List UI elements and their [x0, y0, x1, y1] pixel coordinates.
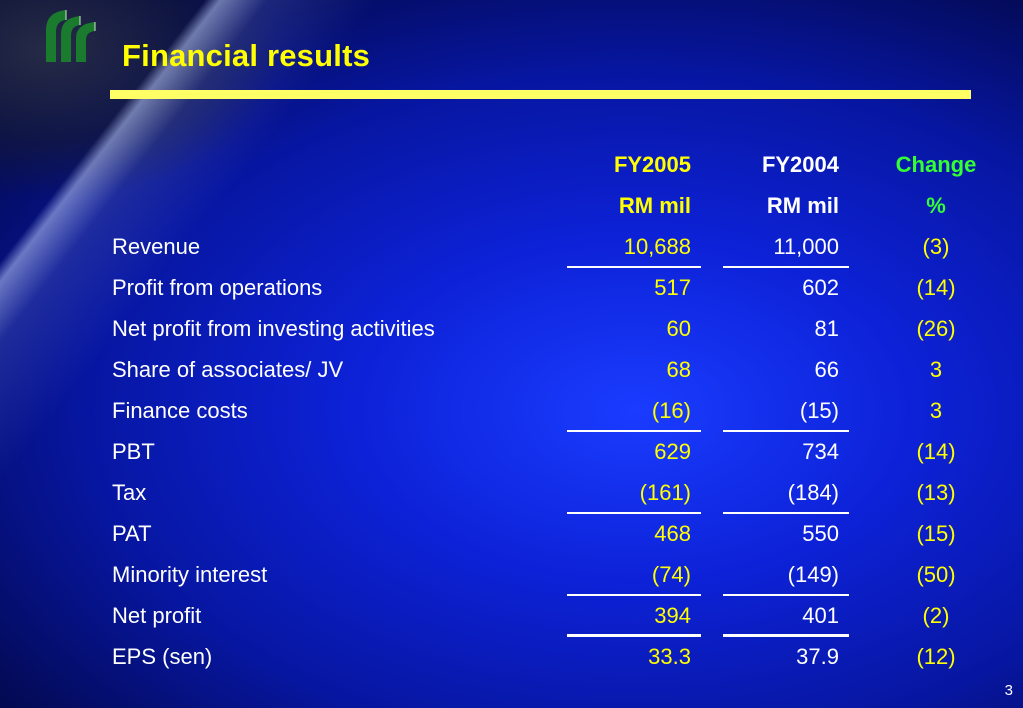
table-unit-row: RM mil RM mil % — [0, 186, 1023, 226]
table-row-net-profit-investing: Net profit from investing activities 60 … — [0, 309, 1023, 349]
value-fy2005: 33.3 — [648, 644, 691, 669]
row-label: Profit from operations — [112, 275, 323, 300]
unit-fy2005: RM mil — [618, 193, 691, 218]
table-row-share-of-associates: Share of associates/ JV 68 66 3 — [0, 350, 1023, 390]
value-change: (3) — [922, 234, 950, 259]
row-label: Revenue — [112, 234, 201, 259]
header-fy2005: FY2005 — [613, 152, 691, 177]
value-fy2004: 401 — [802, 603, 839, 628]
value-fy2005: (161) — [639, 480, 691, 505]
underline-fy2004 — [723, 266, 849, 268]
value-change: (12) — [916, 644, 956, 669]
row-label: Finance costs — [112, 398, 248, 423]
value-fy2004: (15) — [799, 398, 839, 423]
underline-fy2005 — [567, 512, 701, 514]
value-fy2004: 66 — [814, 357, 839, 382]
value-fy2004: (184) — [787, 480, 839, 505]
value-fy2004: 37.9 — [796, 644, 839, 669]
underline-fy2005 — [567, 430, 701, 432]
value-fy2005: 517 — [654, 275, 691, 300]
value-fy2005: 468 — [654, 521, 691, 546]
double-underline-fy2004 — [723, 634, 849, 637]
row-label: Net profit from investing activities — [112, 316, 435, 341]
table-row-revenue: Revenue 10,688 11,000 (3) — [0, 227, 1023, 267]
row-label: Share of associates/ JV — [112, 357, 344, 382]
value-fy2005: (16) — [651, 398, 691, 423]
value-change: 3 — [929, 398, 943, 423]
title-underline — [110, 90, 971, 99]
table-row-finance-costs: Finance costs (16) (15) 3 — [0, 391, 1023, 431]
value-change: (50) — [916, 562, 956, 587]
value-fy2004: 81 — [814, 316, 839, 341]
header-fy2004: FY2004 — [761, 152, 839, 177]
value-fy2005: 60 — [666, 316, 691, 341]
value-fy2004: 11,000 — [773, 234, 839, 259]
value-fy2005: (74) — [651, 562, 691, 587]
value-fy2005: 629 — [654, 439, 691, 464]
value-fy2004: 734 — [802, 439, 839, 464]
row-label: PBT — [112, 439, 155, 464]
row-label: EPS (sen) — [112, 644, 213, 669]
value-fy2005: 10,688 — [623, 234, 691, 259]
value-fy2004: (149) — [787, 562, 839, 587]
table-header-row: FY2005 FY2004 Change — [0, 145, 1023, 185]
underline-fy2005 — [567, 266, 701, 268]
row-label: Minority interest — [112, 562, 268, 587]
unit-change: % — [926, 193, 946, 218]
underline-fy2005 — [567, 594, 701, 596]
value-fy2004: 550 — [802, 521, 839, 546]
page-number: 3 — [1004, 682, 1013, 699]
table-row-tax: Tax (161) (184) (13) — [0, 473, 1023, 513]
table-row-eps: EPS (sen) 33.3 37.9 (12) — [0, 637, 1023, 677]
company-logo — [46, 10, 96, 62]
row-label: Net profit — [112, 603, 202, 628]
row-label: Tax — [112, 480, 147, 505]
table-row-pbt: PBT 629 734 (14) — [0, 432, 1023, 472]
value-change: (2) — [922, 603, 950, 628]
value-fy2005: 394 — [654, 603, 691, 628]
header-change: Change — [895, 152, 977, 177]
value-change: (15) — [916, 521, 956, 546]
underline-fy2004 — [723, 512, 849, 514]
value-change: (14) — [916, 275, 956, 300]
table-row-minority-interest: Minority interest (74) (149) (50) — [0, 555, 1023, 595]
value-change: (13) — [916, 480, 956, 505]
underline-fy2004 — [723, 594, 849, 596]
unit-fy2004: RM mil — [766, 193, 839, 218]
table-row-pat: PAT 468 550 (15) — [0, 514, 1023, 554]
table-row-profit-from-operations: Profit from operations 517 602 (14) — [0, 268, 1023, 308]
value-change: 3 — [929, 357, 943, 382]
value-change: (14) — [916, 439, 956, 464]
value-change: (26) — [916, 316, 956, 341]
value-fy2004: 602 — [802, 275, 839, 300]
table-row-net-profit: Net profit 394 401 (2) — [0, 596, 1023, 636]
double-underline-fy2005 — [567, 634, 701, 637]
value-fy2005: 68 — [666, 357, 691, 382]
row-label: PAT — [112, 521, 152, 546]
slide-title: Financial results — [122, 38, 371, 73]
underline-fy2004 — [723, 430, 849, 432]
